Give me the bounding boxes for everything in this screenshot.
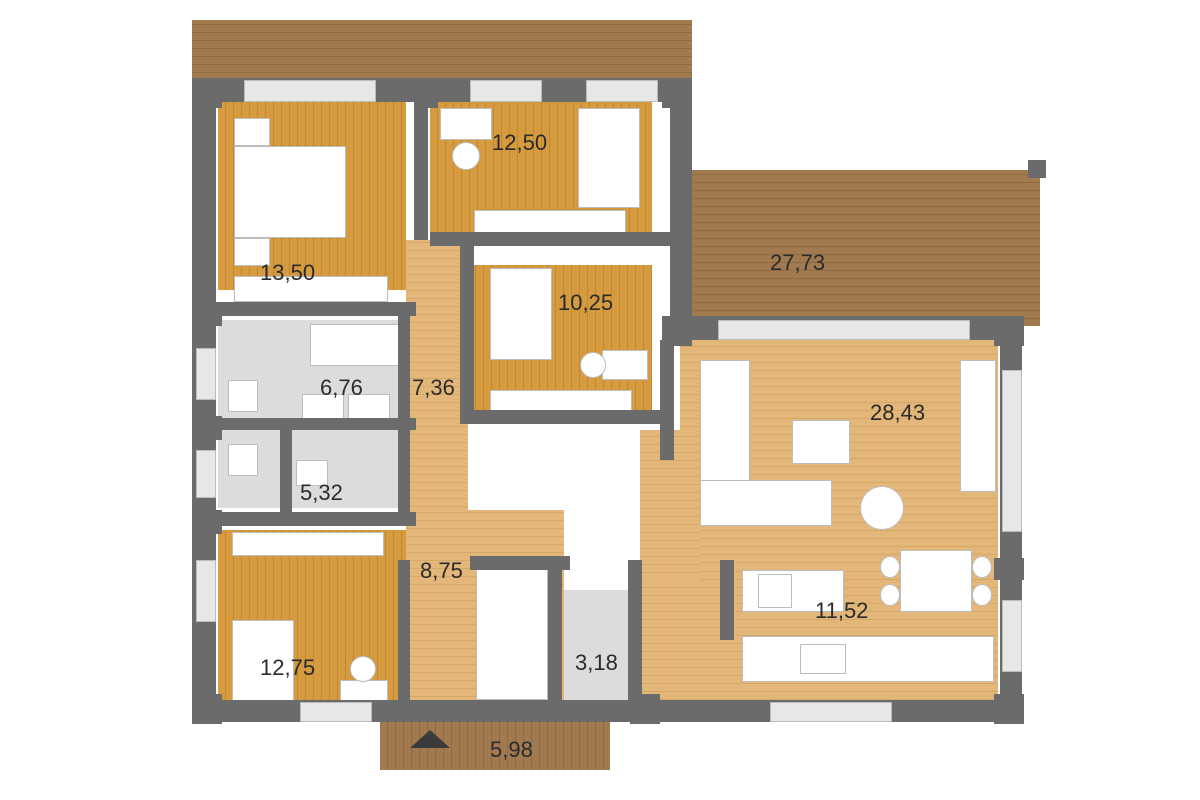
bed1-bed: [234, 146, 346, 238]
room-vest-label: 3,18: [575, 650, 618, 676]
room-bed4-label: 12,75: [260, 655, 315, 681]
room-kitchen-label: 11,52: [815, 598, 868, 624]
bed4-closet: [232, 532, 384, 556]
room-bed3-label: 10,25: [558, 290, 613, 316]
room-living-label: 28,43: [870, 400, 925, 426]
room-bed1-label: 13,50: [260, 260, 315, 286]
bed3-bed: [490, 268, 552, 360]
armchair: [860, 486, 904, 530]
coffee-table: [792, 420, 850, 464]
deck-right-label: 27,73: [770, 250, 825, 276]
bed4-chair: [350, 656, 376, 682]
wc-toilet: [228, 444, 258, 476]
deck-top: [192, 20, 692, 80]
deck-right: [680, 170, 1040, 326]
chair-d3: [972, 556, 992, 578]
hall-closet: [476, 568, 548, 700]
entry-arrow-icon: [410, 730, 450, 748]
bed3-desk: [602, 350, 648, 380]
bed2-bed: [578, 108, 640, 208]
floor-plan: 13,50 12,50 10,25 12,75 6,76 5,32 3,18 7,36 8,75…: [0, 0, 1200, 800]
hall-label1-label: 7,36: [412, 375, 455, 401]
room-bath2-label: 5,32: [300, 480, 343, 506]
bed2-closet: [474, 210, 626, 234]
sink: [800, 644, 846, 674]
chair-d2: [880, 584, 900, 606]
bed1-night1: [234, 118, 270, 146]
chair-d4: [972, 584, 992, 606]
chair-d1: [880, 556, 900, 578]
bed3-closet: [490, 390, 632, 412]
dining-table: [900, 550, 972, 612]
bed2-desk: [440, 108, 492, 140]
sofa-l2: [700, 480, 832, 526]
kitchen-run: [742, 636, 994, 682]
hall-label2-label: 8,75: [420, 558, 463, 584]
room-bed2-label: 12,50: [492, 130, 547, 156]
bed3-chair: [580, 352, 606, 378]
bath-toilet1: [228, 380, 258, 412]
room-bath1-label: 6,76: [320, 375, 363, 401]
stove: [758, 574, 792, 608]
deck-bottom-label: 5,98: [490, 737, 533, 763]
bath-tub: [310, 324, 404, 366]
bed2-chair: [452, 142, 480, 170]
tv-unit: [960, 360, 996, 492]
